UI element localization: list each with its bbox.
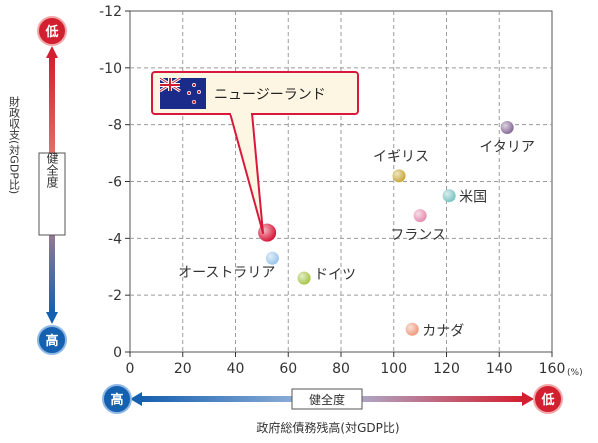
vertical-health-label: 健全度	[45, 152, 59, 188]
low-badge-right-label: 低	[540, 392, 554, 408]
callout-country-label: ニュージーランド	[214, 87, 326, 103]
y-tick-label: -8	[108, 118, 122, 134]
high-badge-left	[102, 384, 132, 414]
y-tick-label: -12	[99, 4, 122, 20]
horizontal-arrow-right-head	[522, 392, 534, 406]
data-point-shine	[442, 189, 456, 203]
data-point-label: ドイツ	[314, 267, 356, 283]
data-point-shine	[405, 322, 419, 336]
horizontal-arrow-left-head	[130, 392, 142, 406]
y-tick-label: -2	[108, 288, 122, 304]
low-badge-top-label: 低	[44, 24, 58, 40]
data-point-shine	[297, 271, 311, 285]
y-tick-label: 0	[113, 345, 122, 361]
data-point-shine	[413, 209, 427, 223]
x-tick-label: 80	[332, 361, 350, 377]
horizontal-health-indicator: 高 低 健全度	[102, 384, 563, 414]
callout-tail-cover	[231, 110, 251, 115]
axis-layer	[125, 10, 553, 357]
x-tick-label: 100	[380, 361, 407, 377]
horizontal-health-box	[291, 388, 363, 410]
new-zealand-flag-icon	[159, 76, 206, 109]
data-point-shine	[392, 169, 406, 183]
x-tick-label: 20	[174, 361, 192, 377]
high-badge-left-label: 高	[110, 392, 123, 408]
high-badge-bottom-label: 高	[45, 333, 58, 349]
tick-layer: 0 20 40 60 80 100 120 140 160 0 -2 -4 -6 -8 -10 -12	[99, 4, 565, 377]
y-tick-label: -6	[108, 175, 122, 191]
y-tick-label: -10	[99, 61, 122, 77]
grid-layer	[129, 10, 553, 353]
data-point-label: オーストラリア	[178, 265, 275, 281]
data-point-label: イギリス	[373, 149, 429, 165]
data-point-label: 米国	[459, 190, 487, 206]
x-tick-label: 60	[279, 361, 297, 377]
vertical-health-indicator: 低 高 健全度	[37, 16, 67, 355]
high-badge-bottom	[37, 325, 67, 355]
low-badge-right	[533, 384, 563, 414]
y-axis-title: 財政収支(対GDP比)	[8, 95, 21, 195]
x-axis-title: 政府総債務残高(対GDP比)	[256, 420, 399, 435]
y-tick-label: -4	[108, 231, 122, 247]
new-zealand-callout: ニュージーランド	[151, 71, 359, 234]
x-tick-label: 140	[486, 361, 513, 377]
vertical-health-box	[38, 152, 66, 236]
x-axis-unit: (%)	[567, 368, 583, 378]
x-tick-label: 120	[433, 361, 460, 377]
data-point-label: イタリア	[479, 140, 534, 156]
x-tick-label: 160	[539, 361, 566, 377]
data-point-shine	[500, 121, 514, 135]
x-tick-label: 40	[227, 361, 245, 377]
data-point-label: フランス	[390, 228, 446, 244]
vertical-arrow-down-head	[46, 312, 58, 324]
vertical-arrow-up-head	[46, 46, 58, 58]
x-tick-label: 0	[126, 361, 135, 377]
low-badge-top	[37, 16, 67, 46]
horizontal-health-label: 健全度	[309, 392, 345, 407]
data-point-shine	[265, 251, 279, 265]
data-point-label: カナダ	[422, 323, 464, 339]
